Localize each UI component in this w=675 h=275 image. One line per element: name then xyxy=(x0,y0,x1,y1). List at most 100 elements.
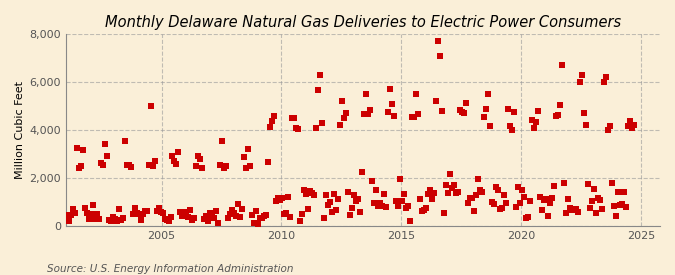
Point xyxy=(307,191,318,195)
Point xyxy=(327,210,338,214)
Point xyxy=(257,216,268,220)
Point xyxy=(247,213,258,217)
Point xyxy=(562,196,573,201)
Point xyxy=(263,160,274,164)
Point xyxy=(357,170,368,175)
Point xyxy=(295,219,306,223)
Point xyxy=(79,206,90,210)
Point xyxy=(111,218,122,223)
Point xyxy=(576,73,587,77)
Point xyxy=(251,209,262,213)
Point xyxy=(149,158,160,163)
Point xyxy=(323,203,333,207)
Point xyxy=(105,218,116,223)
Point xyxy=(457,110,468,114)
Point xyxy=(183,215,194,219)
Point xyxy=(103,218,114,222)
Point xyxy=(555,103,566,107)
Point xyxy=(363,112,374,116)
Point xyxy=(141,209,152,213)
Point xyxy=(514,201,525,205)
Point xyxy=(541,197,551,202)
Point xyxy=(163,219,174,223)
Point xyxy=(437,109,448,114)
Point xyxy=(387,102,398,106)
Point xyxy=(77,148,88,153)
Point xyxy=(369,201,379,205)
Point xyxy=(131,211,142,216)
Y-axis label: Million Cubic Feet: Million Cubic Feet xyxy=(15,81,25,179)
Point xyxy=(227,208,238,213)
Point xyxy=(191,164,202,168)
Point xyxy=(564,206,575,211)
Point xyxy=(157,211,168,215)
Point xyxy=(293,126,304,131)
Point xyxy=(522,215,533,219)
Point xyxy=(411,92,422,96)
Point xyxy=(377,204,387,208)
Point xyxy=(179,213,190,218)
Point xyxy=(414,197,425,202)
Point xyxy=(407,115,418,120)
Point xyxy=(441,183,452,187)
Point xyxy=(533,109,543,113)
Point xyxy=(61,212,72,217)
Point xyxy=(271,199,281,203)
Point xyxy=(315,73,325,77)
Point xyxy=(605,123,616,128)
Point xyxy=(125,165,136,169)
Point xyxy=(193,153,204,158)
Point xyxy=(289,116,300,120)
Point xyxy=(375,201,385,205)
Point xyxy=(574,79,585,84)
Point xyxy=(524,199,535,204)
Point xyxy=(219,166,230,170)
Point xyxy=(171,162,182,166)
Title: Monthly Delaware Natural Gas Deliveries to Electric Power Consumers: Monthly Delaware Natural Gas Deliveries … xyxy=(105,15,621,30)
Point xyxy=(351,199,362,203)
Point xyxy=(305,189,316,194)
Point xyxy=(319,216,329,220)
Point xyxy=(495,207,506,211)
Point xyxy=(119,139,130,143)
Point xyxy=(237,206,248,211)
Point xyxy=(570,207,581,211)
Point xyxy=(225,211,236,216)
Point xyxy=(73,166,84,170)
Point xyxy=(107,215,118,219)
Point xyxy=(608,204,619,209)
Point xyxy=(153,206,164,210)
Point xyxy=(205,211,216,215)
Point xyxy=(385,87,396,91)
Point xyxy=(443,191,454,196)
Point xyxy=(181,210,192,214)
Point xyxy=(339,116,350,120)
Point xyxy=(578,111,589,115)
Point xyxy=(201,213,212,218)
Point xyxy=(399,192,410,196)
Point xyxy=(543,214,554,218)
Point xyxy=(431,99,441,103)
Point xyxy=(187,218,198,222)
Point xyxy=(89,217,100,221)
Point xyxy=(221,164,232,168)
Point xyxy=(603,127,614,132)
Point xyxy=(99,142,110,146)
Point xyxy=(151,209,162,213)
Point xyxy=(213,221,224,225)
Point xyxy=(381,205,392,209)
Point xyxy=(580,122,591,127)
Point xyxy=(215,163,226,167)
Point xyxy=(475,188,485,192)
Point xyxy=(159,217,170,221)
Point xyxy=(395,177,406,181)
Point xyxy=(93,217,104,221)
Point xyxy=(203,219,214,224)
Point xyxy=(529,126,539,130)
Point xyxy=(483,92,493,96)
Point xyxy=(301,192,312,196)
Point xyxy=(87,202,98,207)
Text: Source: U.S. Energy Information Administration: Source: U.S. Energy Information Administ… xyxy=(47,264,294,274)
Point xyxy=(520,216,531,221)
Point xyxy=(197,166,208,170)
